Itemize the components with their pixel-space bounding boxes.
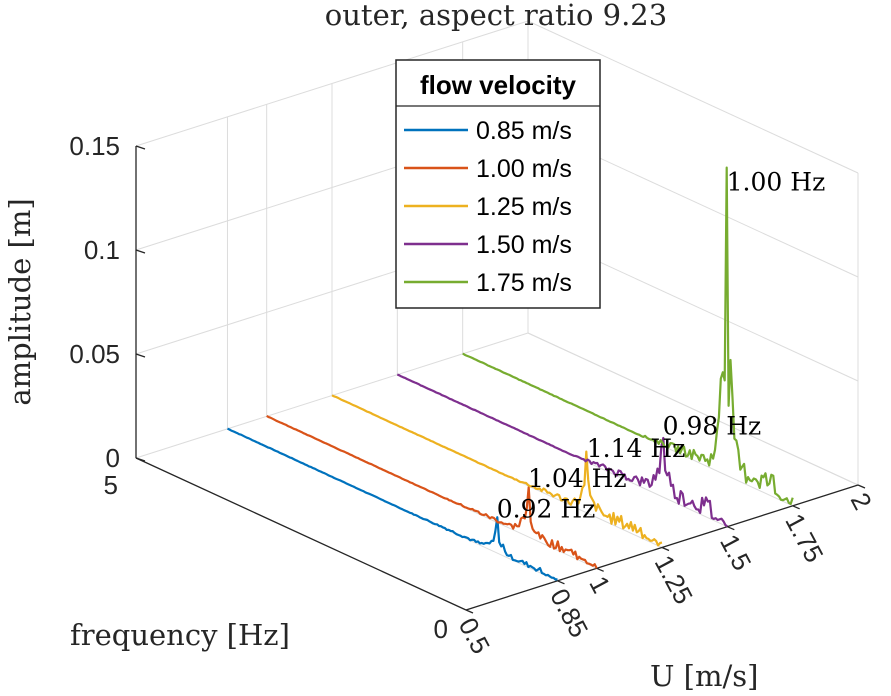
x-tick-mark	[792, 505, 800, 510]
x-tick-mark	[596, 567, 604, 572]
legend-label: 1.00 m/s	[476, 155, 572, 183]
series-lines	[227, 166, 794, 581]
y-axis-label: frequency [Hz]	[70, 618, 290, 652]
peak-label: 1.14 Hz	[587, 434, 686, 463]
peak-label: 1.00 Hz	[727, 168, 826, 197]
x-tick-mark	[727, 526, 735, 531]
y-tick-label: 0	[434, 614, 448, 644]
legend-entries: 0.85 m/s 1.00 m/s 1.25 m/s 1.50 m/s 1.75 m/s	[404, 117, 572, 297]
x-tick-label: 1	[583, 571, 616, 598]
x-tick-label: 1.5	[714, 529, 757, 575]
x-tick-label: 2	[845, 488, 878, 515]
legend-label: 1.50 m/s	[476, 231, 572, 259]
peak-labels: 0.92 Hz1.04 Hz1.14 Hz0.98 Hz 1.00 Hz	[497, 168, 826, 524]
series-line	[462, 166, 794, 505]
z-tick-mark	[135, 249, 146, 254]
x-tick-label: 1.75	[779, 509, 829, 568]
z-tick-label: 0.15	[69, 131, 120, 161]
x-tick-mark	[557, 580, 565, 585]
peak-label: 0.98 Hz	[663, 412, 762, 441]
legend-label: 1.75 m/s	[476, 269, 572, 297]
legend-title: flow velocity	[420, 70, 577, 100]
series-line	[331, 394, 663, 547]
z-tick-label: 0.05	[69, 339, 120, 369]
y-axis-line	[135, 457, 467, 611]
grid-line	[527, 20, 859, 174]
series-line	[396, 373, 728, 528]
legend: flow velocity 0.85 m/s 1.00 m/s 1.25 m/s 1.…	[395, 59, 601, 309]
x-axis-label: U [m/s]	[650, 659, 758, 693]
z-tick-label: 0	[106, 443, 120, 473]
x-tick-mark	[857, 484, 866, 489]
peak-label: 1.04 Hz	[528, 464, 627, 493]
z-tick-label: 0.1	[84, 235, 120, 265]
series-line	[266, 414, 598, 569]
z-tick-mark	[135, 353, 146, 358]
x-tick-label: 0.85	[544, 584, 594, 643]
legend-label: 0.85 m/s	[476, 117, 572, 145]
legend-label: 1.25 m/s	[476, 193, 572, 221]
y-tick-label: 5	[104, 470, 118, 500]
x-tick-label: 1.25	[649, 550, 699, 609]
x-tick-mark	[661, 546, 670, 552]
series-line	[227, 427, 558, 581]
x-tick-mark	[465, 609, 474, 614]
z-tick-mark	[135, 145, 146, 150]
peak-label: 0.92 Hz	[497, 495, 596, 524]
legend-box	[395, 59, 601, 309]
x-tick-label: 0.5	[453, 613, 496, 659]
chart-title: outer, aspect ratio 9.23	[325, 0, 667, 32]
axes	[135, 145, 866, 614]
z-axis-label: amplitude [m]	[3, 198, 37, 405]
z-tick-mark	[135, 457, 146, 462]
grid-line	[527, 332, 859, 486]
